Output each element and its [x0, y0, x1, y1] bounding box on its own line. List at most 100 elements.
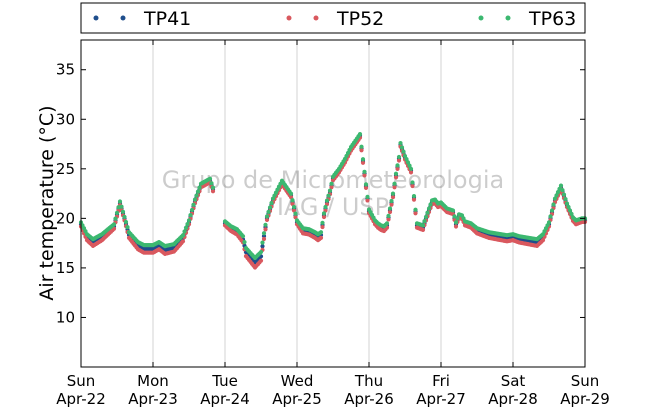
- point-TP52: [390, 195, 396, 200]
- x-tick-day-0: Sun: [67, 372, 96, 390]
- y-tick-label-15: 15: [56, 259, 75, 277]
- point-TP63: [554, 193, 559, 198]
- point-TP63: [291, 204, 297, 210]
- point-TP52: [290, 201, 295, 206]
- point-TP63: [390, 191, 396, 196]
- point-TP63: [404, 157, 409, 162]
- point-TP63: [263, 222, 268, 227]
- x-tick-day-3: Wed: [281, 372, 314, 390]
- x-tick-day-1: Mon: [137, 372, 169, 390]
- point-TP63: [183, 225, 189, 230]
- x-tick-date-7: Apr-29: [560, 390, 610, 408]
- point-TP63: [261, 231, 267, 236]
- point-TP63: [564, 201, 570, 206]
- point-TP63: [327, 188, 333, 193]
- point-TP63: [290, 198, 295, 203]
- y-tick-labels: 10 15 20 25 30 35: [56, 61, 75, 327]
- point-TP63: [422, 218, 427, 224]
- point-TP63: [293, 211, 298, 216]
- legend-marker-TP52-a: [286, 15, 292, 21]
- point-TP52: [258, 258, 264, 263]
- legend-marker-TP63-b: [505, 15, 511, 21]
- point-TP63: [387, 206, 393, 211]
- y-tick-label-20: 20: [56, 209, 75, 227]
- point-TP52: [261, 236, 267, 242]
- point-TP63: [194, 193, 199, 198]
- point-TP63: [410, 180, 415, 185]
- point-TP52: [540, 238, 546, 243]
- point-TP63: [209, 181, 214, 186]
- legend: TP41 TP52 TP63: [80, 2, 586, 34]
- point-TP63: [450, 208, 456, 213]
- point-TP52: [360, 160, 366, 165]
- point-TP63: [393, 171, 399, 176]
- point-TP63: [407, 163, 412, 168]
- point-TP63: [111, 222, 117, 227]
- point-TP63: [114, 210, 120, 216]
- point-TP63: [242, 240, 247, 245]
- point-TP63: [359, 144, 364, 149]
- x-tick-date-4: Apr-26: [344, 390, 394, 408]
- point-TP52: [365, 198, 370, 203]
- point-TP63: [405, 160, 411, 165]
- point-TP63: [384, 221, 390, 226]
- point-TP52: [363, 185, 369, 191]
- point-TP63: [396, 154, 402, 160]
- point-TP63: [561, 192, 567, 197]
- point-TP63: [408, 166, 414, 171]
- point-TP52: [321, 214, 327, 220]
- plot-background: [81, 40, 585, 367]
- point-TP63: [360, 157, 366, 162]
- point-TP41: [260, 244, 265, 249]
- point-TP63: [392, 181, 397, 186]
- point-TP52: [411, 197, 417, 202]
- point-TP63: [555, 190, 561, 195]
- point-TP52: [318, 235, 324, 240]
- x-tick-labels: SunApr-22MonApr-23TueApr-24WedApr-25ThuA…: [56, 372, 610, 408]
- x-tick-day-5: Fri: [432, 372, 450, 390]
- point-TP52: [408, 170, 414, 175]
- point-TP52: [389, 202, 394, 207]
- point-TP63: [125, 225, 130, 230]
- point-TP63: [267, 205, 273, 210]
- point-TP63: [119, 204, 124, 209]
- point-TP52: [293, 215, 298, 220]
- point-TP63: [428, 202, 433, 207]
- point-TP52: [359, 148, 364, 153]
- point-TP63: [320, 220, 325, 225]
- x-tick-date-1: Apr-23: [128, 390, 178, 408]
- point-TP63: [180, 233, 186, 238]
- point-TP52: [210, 189, 216, 194]
- point-TP63: [321, 211, 327, 216]
- point-TP63: [210, 185, 216, 190]
- point-TP52: [263, 227, 268, 232]
- point-TP63: [411, 193, 417, 199]
- point-TP63: [455, 216, 460, 221]
- point-TP41: [261, 234, 267, 239]
- point-TP52: [288, 195, 294, 200]
- point-TP52: [413, 211, 418, 216]
- point-TP52: [453, 224, 459, 229]
- point-TP52: [329, 185, 334, 190]
- x-tick-day-6: Sat: [501, 372, 526, 390]
- point-TP52: [392, 185, 397, 190]
- point-TP63: [548, 214, 553, 219]
- point-TP63: [113, 216, 118, 221]
- legend-label-TP52: TP52: [336, 8, 384, 30]
- point-TP63: [558, 183, 564, 188]
- point-TP63: [323, 204, 328, 210]
- point-TP52: [111, 226, 117, 231]
- x-tick-date-2: Apr-24: [200, 390, 250, 408]
- point-TP63: [326, 193, 331, 198]
- point-TP52: [362, 173, 367, 178]
- point-TP63: [240, 234, 246, 239]
- point-TP63: [453, 220, 459, 225]
- point-TP63: [357, 132, 363, 137]
- point-TP63: [420, 223, 426, 228]
- point-TP63: [207, 176, 213, 181]
- point-TP63: [191, 202, 196, 207]
- point-TP63: [401, 149, 406, 154]
- point-TP63: [395, 163, 400, 168]
- point-TP63: [402, 153, 408, 159]
